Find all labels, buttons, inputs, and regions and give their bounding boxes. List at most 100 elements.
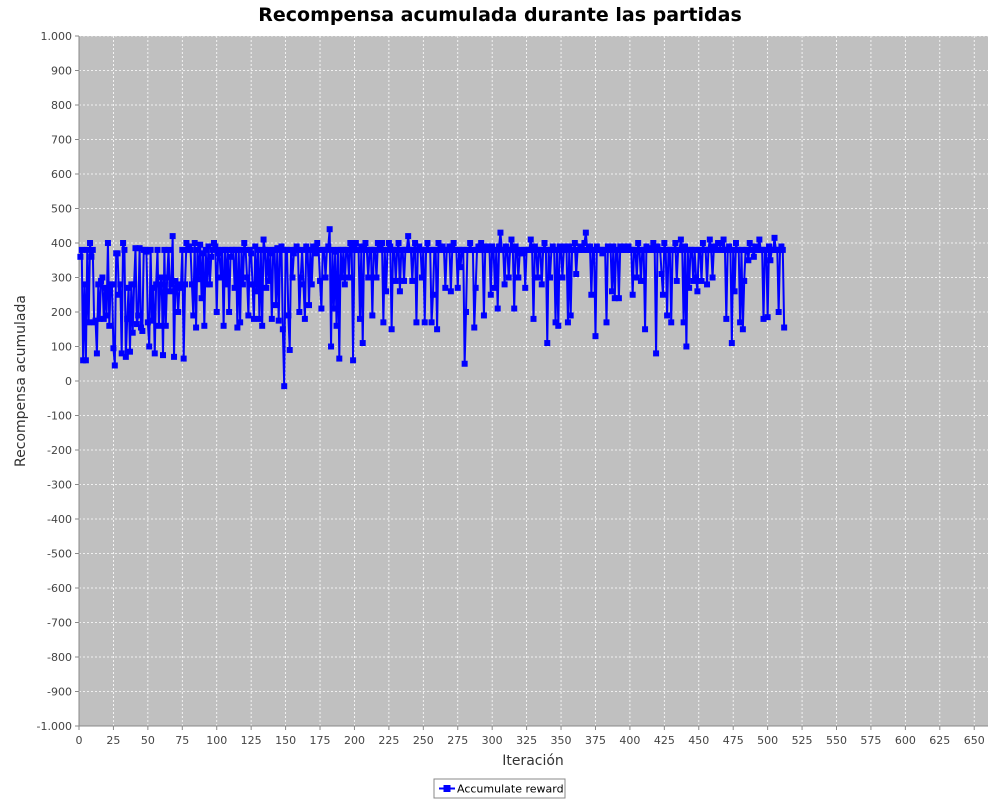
- x-tick-label: 200: [344, 734, 365, 747]
- data-point: [544, 340, 551, 347]
- data-point: [412, 240, 419, 246]
- data-point: [650, 240, 657, 246]
- x-tick-label: 300: [482, 734, 503, 747]
- data-point: [82, 357, 89, 364]
- data-point: [482, 243, 489, 250]
- data-point: [428, 319, 435, 326]
- data-point: [632, 246, 639, 253]
- data-point: [409, 277, 416, 284]
- y-tick-label: -500: [47, 548, 72, 561]
- data-point: [257, 246, 264, 253]
- x-ticks: 0 25 50 75 100 125 150 175 200 225 250 275 300 325 350…: [76, 726, 985, 747]
- data-point: [132, 245, 139, 252]
- x-tick-label: 575: [860, 734, 881, 747]
- data-point: [460, 246, 467, 253]
- data-point: [472, 284, 479, 291]
- data-point: [314, 240, 321, 246]
- data-point: [223, 281, 230, 288]
- data-point: [737, 319, 744, 326]
- data-point: [102, 284, 109, 291]
- data-point: [629, 291, 636, 298]
- data-point: [238, 246, 245, 253]
- data-point: [139, 327, 146, 334]
- data-point: [591, 246, 598, 253]
- data-point: [508, 236, 515, 243]
- data-point: [704, 281, 711, 288]
- data-point: [124, 315, 131, 322]
- data-point: [201, 322, 208, 329]
- data-point: [617, 243, 624, 250]
- data-point: [151, 350, 158, 357]
- data-point: [191, 240, 198, 246]
- data-point: [405, 233, 412, 240]
- data-point: [150, 284, 157, 291]
- data-point: [147, 246, 154, 253]
- data-point: [277, 246, 284, 253]
- data-point: [651, 246, 658, 253]
- data-point: [599, 250, 606, 257]
- data-point: [377, 243, 384, 250]
- data-point: [220, 322, 227, 329]
- legend-entry-accumulate-reward: Accumulate reward: [457, 783, 564, 796]
- data-point: [767, 257, 774, 264]
- y-tick-label: 400: [51, 237, 72, 250]
- data-point: [136, 245, 143, 252]
- x-tick-label: 175: [310, 734, 331, 747]
- data-point: [199, 250, 206, 257]
- data-point: [491, 284, 498, 291]
- data-point: [570, 246, 577, 253]
- data-point: [358, 243, 365, 250]
- data-point: [245, 312, 252, 319]
- data-point: [216, 250, 223, 257]
- data-point: [530, 315, 537, 322]
- data-point: [424, 240, 431, 246]
- data-point: [418, 274, 425, 281]
- data-point: [111, 362, 118, 369]
- data-point: [659, 291, 666, 298]
- data-point: [352, 240, 359, 246]
- data-point: [563, 246, 570, 253]
- y-ticks: 1.000 900 800 700 600 500 400 300 200 100 0 -100 -20…: [37, 30, 79, 733]
- data-point: [297, 274, 304, 281]
- data-point: [534, 274, 541, 281]
- data-point: [347, 240, 354, 246]
- x-tick-label: 425: [654, 734, 675, 747]
- data-point: [445, 246, 452, 253]
- data-point: [296, 309, 303, 315]
- data-point: [208, 253, 215, 260]
- y-tick-label: 200: [51, 306, 72, 319]
- data-point: [394, 246, 401, 253]
- data-point: [362, 240, 369, 246]
- data-point: [609, 288, 615, 295]
- data-point: [308, 281, 315, 288]
- data-point: [763, 246, 770, 253]
- data-point: [752, 243, 759, 250]
- data-point: [658, 271, 665, 278]
- data-point: [643, 243, 650, 250]
- data-point: [670, 246, 677, 253]
- x-tick-label: 500: [757, 734, 778, 747]
- data-point: [166, 288, 173, 295]
- data-point: [749, 246, 756, 253]
- data-point: [88, 253, 95, 260]
- data-point: [710, 243, 717, 250]
- data-point: [380, 319, 387, 326]
- data-point: [392, 277, 399, 284]
- data-point: [416, 243, 423, 250]
- data-point: [635, 240, 642, 246]
- data-point: [562, 243, 569, 250]
- data-point: [153, 281, 160, 288]
- data-point: [345, 274, 352, 281]
- data-point: [374, 240, 381, 246]
- data-point: [81, 281, 88, 288]
- x-tick-label: 100: [206, 734, 227, 747]
- data-point: [176, 281, 183, 288]
- data-point: [531, 243, 538, 250]
- data-point: [741, 277, 748, 284]
- data-point: [212, 243, 219, 250]
- data-point: [743, 246, 750, 253]
- x-tick-label: 350: [551, 734, 572, 747]
- data-point: [143, 248, 150, 255]
- data-point: [372, 246, 379, 253]
